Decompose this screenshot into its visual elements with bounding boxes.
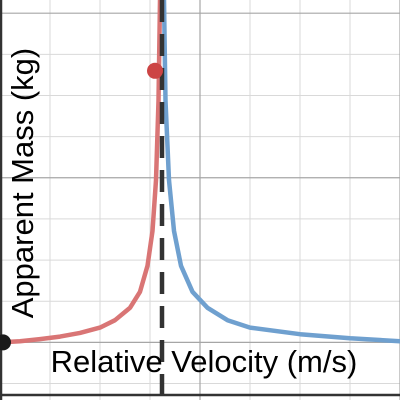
- highlight-point-2: [0, 334, 11, 351]
- curve-series-1: [0, 0, 163, 345]
- y-axis-label: Apparent Mass (kg): [5, 48, 40, 319]
- curve-series-2: [161, 0, 400, 344]
- curves: [0, 0, 400, 345]
- highlight-point-1: [147, 62, 163, 79]
- x-axis-label: Relative Velocity (m/s): [51, 344, 358, 379]
- highlighted-points: [0, 62, 163, 351]
